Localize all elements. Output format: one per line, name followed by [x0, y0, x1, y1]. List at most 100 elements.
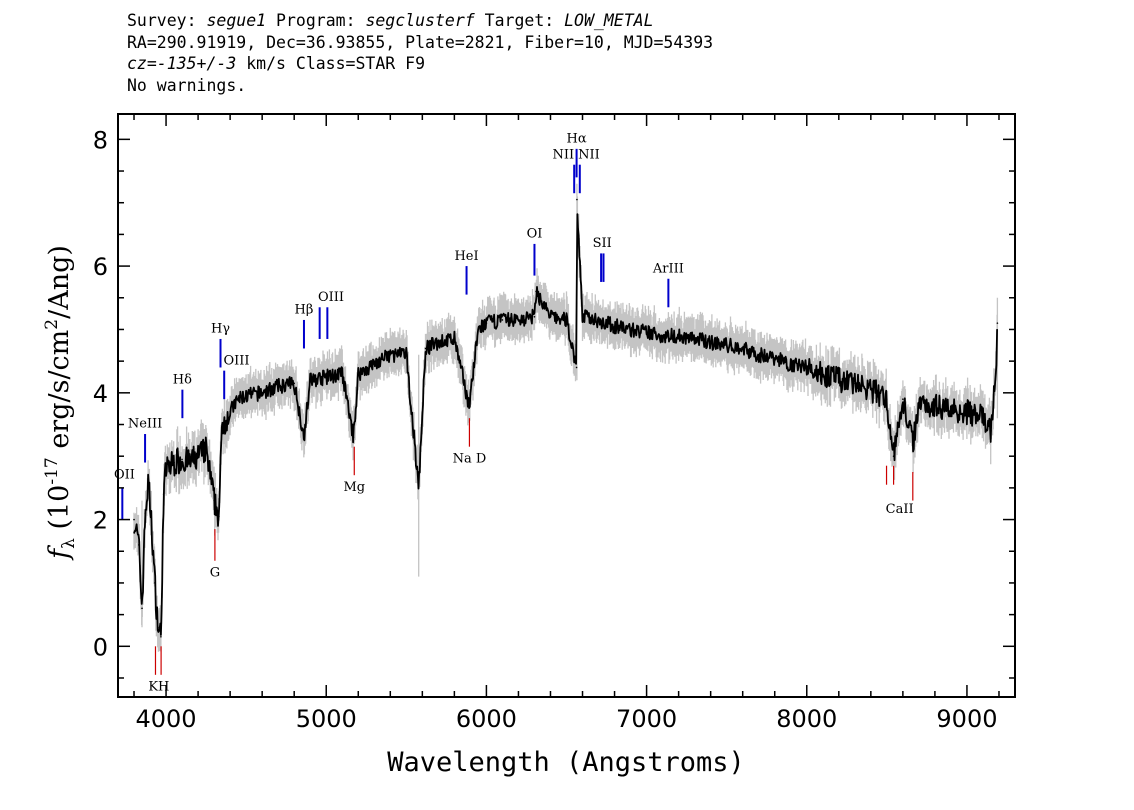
data-point — [157, 626, 159, 629]
header-line-survey: Survey: segue1 Program: segclusterf Targ… — [127, 10, 713, 32]
data-point — [133, 518, 135, 521]
data-point — [405, 354, 408, 356]
target-value: LOW_METAL — [564, 11, 654, 30]
spectral-line-markers — [121, 148, 914, 675]
data-point — [918, 401, 920, 404]
data-point — [613, 325, 616, 328]
label-ariii: ArIII — [652, 261, 684, 276]
y-tick-label: 2 — [93, 507, 108, 535]
label-h-: Hβ — [295, 303, 314, 318]
y-axis-subscript: λ — [59, 538, 79, 549]
data-point — [141, 607, 143, 610]
data-point — [309, 379, 312, 381]
data-point — [645, 331, 648, 334]
y-axis-exponent: -17 — [42, 457, 62, 484]
data-point — [581, 315, 584, 318]
data-point — [325, 376, 328, 378]
class-text: km/s Class=STAR F9 — [236, 54, 426, 73]
data-point — [150, 525, 153, 527]
data-point — [549, 315, 552, 318]
data-point — [565, 319, 568, 321]
data-point — [154, 582, 156, 584]
data-point — [725, 344, 728, 347]
y-tick-label: 0 — [93, 633, 108, 661]
x-tick-label: 7000 — [616, 705, 677, 733]
label-nii: NII — [552, 147, 574, 162]
data-point — [533, 315, 536, 318]
data-point — [468, 404, 470, 407]
data-point — [990, 430, 992, 432]
data-point — [417, 487, 420, 489]
flux-line — [133, 213, 998, 636]
label-h-: Hα — [567, 132, 587, 147]
data-point — [741, 347, 744, 350]
data-point — [501, 319, 504, 321]
data-point — [902, 398, 904, 400]
data-point — [870, 388, 872, 391]
svg-text:fλ (10-17 erg/s/cm2/Ang): fλ (10-17 erg/s/cm2/Ang) — [42, 245, 79, 561]
header-line-warnings: No warnings. — [127, 75, 247, 95]
data-point — [677, 334, 680, 337]
data-point — [303, 436, 305, 438]
x-tick-label: 8000 — [776, 705, 837, 733]
data-point — [229, 411, 231, 413]
data-point — [485, 322, 488, 324]
data-point — [245, 395, 247, 397]
label-h-: Hδ — [173, 372, 192, 387]
label-g: G — [210, 566, 220, 581]
spectrum-header: Survey: segue1 Program: segclusterf Targ… — [127, 10, 713, 96]
data-point — [934, 404, 936, 407]
plot-area — [133, 198, 999, 638]
y-axis-units-c: /Ang) — [44, 245, 75, 319]
y-axis-units-a: (10 — [44, 485, 75, 538]
x-axis-label: Wavelength (Angstroms) — [387, 747, 745, 778]
data-point — [996, 322, 999, 324]
label-kh: KH — [148, 680, 169, 695]
data-point — [181, 458, 183, 461]
data-point — [994, 373, 997, 375]
data-point — [892, 455, 895, 457]
data-point — [293, 382, 295, 385]
data-point — [477, 328, 480, 331]
data-point — [424, 347, 427, 350]
data-point — [576, 198, 578, 201]
data-point — [218, 515, 220, 518]
x-tick-label: 9000 — [936, 705, 997, 733]
label-mg: Mg — [343, 480, 365, 495]
x-tick-label: 5000 — [296, 705, 357, 733]
data-point — [261, 392, 263, 394]
data-point — [197, 455, 199, 457]
data-point — [597, 319, 600, 321]
y-axis-sq: 2 — [42, 319, 62, 330]
y-axis-label: fλ (10-17 erg/s/cm2/Ang) — [42, 245, 79, 561]
data-point — [629, 328, 632, 331]
data-point — [821, 373, 824, 375]
label-sii: SII — [593, 236, 612, 251]
data-point — [237, 398, 239, 400]
y-tick-label: 8 — [93, 126, 108, 154]
data-point — [535, 290, 537, 293]
data-point — [982, 417, 984, 419]
data-point — [773, 357, 776, 359]
data-point — [189, 461, 191, 464]
data-point — [789, 363, 792, 366]
label-caii: CaII — [886, 502, 914, 517]
data-point — [950, 407, 952, 410]
data-point — [144, 512, 147, 515]
y-axis-symbol: f — [44, 545, 75, 561]
axes: 4000 5000 6000 7000 8000 9000 0 2 4 6 8 — [93, 113, 1016, 733]
label-oiii: OIII — [318, 290, 344, 305]
data-point — [165, 468, 167, 470]
plot-frame — [117, 113, 1016, 698]
label-h-: Hγ — [211, 322, 230, 337]
label-oi: OI — [527, 227, 543, 242]
header-line-redshift: cz=-135+/-3 km/s Class=STAR F9 — [127, 53, 713, 75]
label-hei: HeI — [454, 249, 478, 264]
y-tick-label: 4 — [93, 380, 108, 408]
label-oiii: OIII — [223, 353, 249, 368]
data-point — [437, 341, 440, 343]
data-point — [805, 366, 808, 369]
data-point — [389, 354, 392, 356]
error-band — [133, 183, 999, 652]
